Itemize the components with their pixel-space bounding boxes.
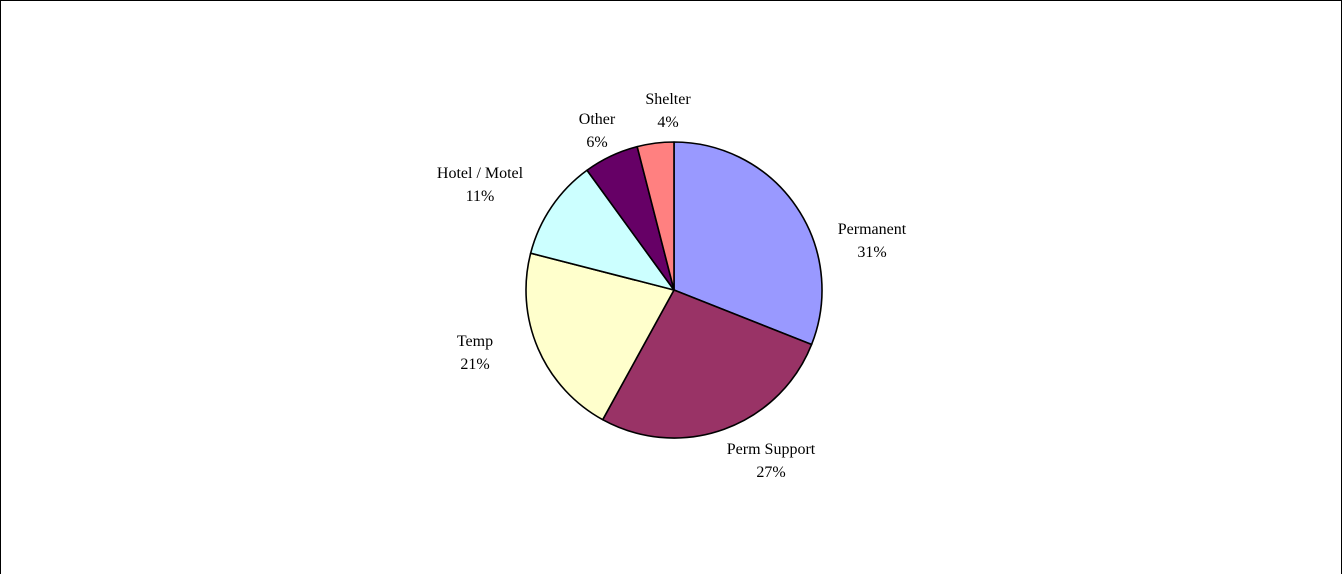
pie-slice-temp — [525, 252, 675, 421]
slice-label-perm-support: Perm Support — [727, 441, 816, 458]
slice-percent-hotel-motel: 11% — [466, 188, 495, 205]
slice-label-permanent: Permanent — [838, 221, 907, 238]
slice-label-hotel-motel: Hotel / Motel — [437, 165, 524, 182]
pie-slice-hotel-motel — [529, 169, 675, 291]
slice-percent-temp: 21% — [460, 356, 489, 373]
slice-label-temp: Temp — [457, 333, 493, 350]
slice-label-other: Other — [579, 111, 616, 128]
slice-label-shelter: Shelter — [645, 91, 691, 108]
slice-percent-perm-support: 27% — [756, 464, 785, 481]
pie-slice-shelter — [636, 141, 675, 291]
slice-percent-shelter: 4% — [657, 114, 678, 131]
slice-percent-permanent: 31% — [857, 244, 886, 261]
pie-slice-permanent — [673, 141, 823, 346]
slice-percent-other: 6% — [586, 134, 607, 151]
pie-slice-perm-support — [601, 289, 813, 439]
